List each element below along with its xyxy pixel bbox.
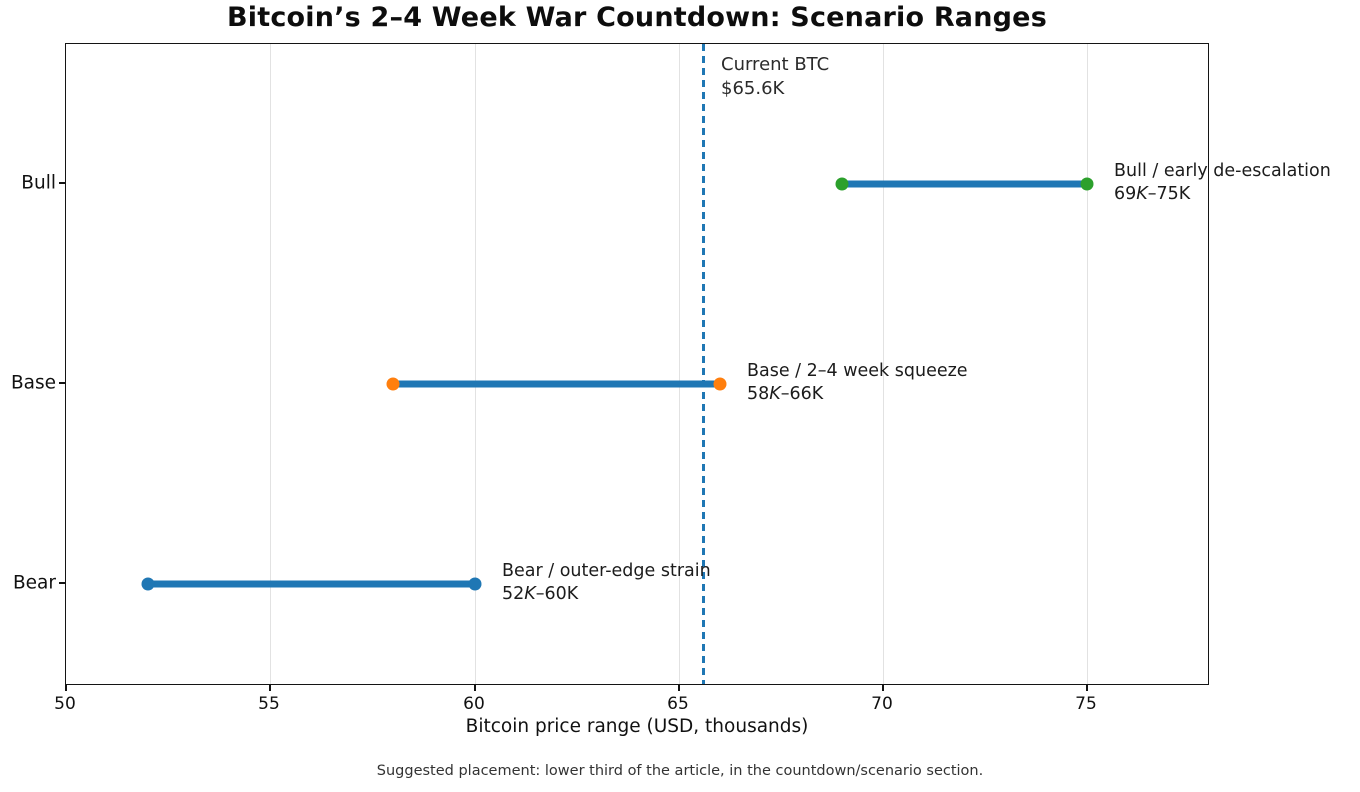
base-range-start-marker: [386, 377, 400, 391]
gridline-60: [475, 44, 476, 684]
gridline-65: [679, 44, 680, 684]
x-tick-mark-65: [678, 685, 680, 691]
x-tick-label-55: 55: [258, 694, 280, 714]
current-btc-reference-line: [702, 44, 705, 684]
bull-range-bar: [842, 180, 1087, 188]
x-tick-label-50: 50: [54, 694, 76, 714]
base-annotation-desc: Base / 2–4 week squeeze: [747, 361, 968, 382]
x-tick-mark-55: [269, 685, 271, 691]
italic-k: K: [769, 384, 781, 405]
gridline-55: [270, 44, 271, 684]
gridline-75: [1087, 44, 1088, 684]
x-tick-mark-50: [65, 685, 67, 691]
base-annotation: Base / 2–4 week squeeze 58K–66K: [747, 360, 968, 406]
x-tick-label-75: 75: [1075, 694, 1097, 714]
plot-area: Current BTC $65.6K Bull / early de-escal…: [65, 43, 1331, 685]
y-tick-mark-bear: [59, 582, 65, 584]
x-tick-mark-70: [882, 685, 884, 691]
x-tick-mark-75: [1086, 685, 1088, 691]
chart-title: Bitcoin’s 2–4 Week War Countdown: Scenar…: [227, 2, 1047, 33]
bull-range-end-marker: [1080, 177, 1094, 191]
current-btc-annotation-line2: $65.6K: [721, 77, 785, 99]
bull-range-start-marker: [835, 177, 849, 191]
y-tick-mark-base: [59, 382, 65, 384]
y-tick-label-bull: Bull: [21, 172, 56, 194]
base-annotation-range: 58K–66K: [747, 384, 824, 405]
italic-k: K: [524, 584, 536, 605]
current-btc-annotation-line1: Current BTC: [721, 54, 830, 75]
bear-annotation: Bear / outer-edge strain 52K–60K: [502, 560, 711, 606]
bear-annotation-range: 52K–60K: [502, 584, 579, 605]
current-btc-annotation: Current BTC $65.6K: [721, 53, 829, 100]
bull-annotation: Bull / early de-escalation 69K–75K: [1114, 160, 1331, 206]
gridline-70: [883, 44, 884, 684]
base-range-bar: [393, 380, 720, 388]
bull-annotation-range: 69K–75K: [1114, 184, 1191, 205]
x-tick-label-60: 60: [463, 694, 485, 714]
bear-range-end-marker: [468, 577, 482, 591]
x-axis-label: Bitcoin price range (USD, thousands): [465, 716, 809, 737]
bull-annotation-desc: Bull / early de-escalation: [1114, 161, 1331, 182]
y-tick-label-bear: Bear: [12, 572, 56, 594]
bear-range-start-marker: [141, 577, 155, 591]
italic-k: K: [1136, 184, 1148, 205]
x-tick-label-70: 70: [871, 694, 893, 714]
base-range-end-marker: [713, 377, 727, 391]
x-tick-label-65: 65: [667, 694, 689, 714]
figure-caption: Suggested placement: lower third of the …: [376, 763, 984, 779]
bear-annotation-desc: Bear / outer-edge strain: [502, 561, 711, 582]
y-tick-mark-bull: [59, 182, 65, 184]
x-tick-mark-60: [474, 685, 476, 691]
bear-range-bar: [148, 580, 475, 588]
y-tick-label-base: Base: [10, 372, 56, 394]
